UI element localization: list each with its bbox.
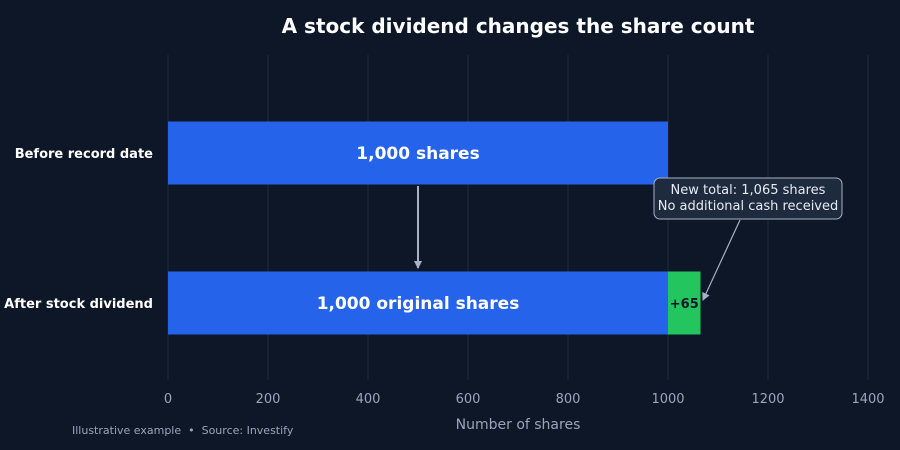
footnote: Illustrative example • Source: Investify <box>72 424 294 437</box>
x-tick-label: 1000 <box>651 392 684 407</box>
bar-data-label: +65 <box>670 297 699 312</box>
bar-data-label: 1,000 shares <box>356 144 479 164</box>
x-tick-label: 1400 <box>851 392 884 407</box>
x-tick-label: 400 <box>356 392 381 407</box>
x-tick-label: 0 <box>164 392 172 407</box>
bar-original-shares <box>168 271 668 335</box>
annotation-line-1: New total: 1,065 shares <box>671 183 826 198</box>
annotation-line-2: No additional cash received <box>658 199 839 214</box>
bars: 1,000 shares 1,000 original shares +65 <box>168 121 701 335</box>
x-tick-label: 1200 <box>751 392 784 407</box>
bar-original-shares <box>168 121 668 185</box>
category-label: Before record date <box>15 147 153 162</box>
x-axis-ticks: 0 200 400 600 800 1000 1200 1400 <box>164 392 885 407</box>
bar-data-label: 1,000 original shares <box>317 294 520 314</box>
category-label: After stock dividend <box>4 297 153 312</box>
annotation-pointer <box>702 219 741 301</box>
category-labels: Before record date After stock dividend <box>4 147 153 312</box>
chart-title: A stock dividend changes the share count <box>282 14 755 38</box>
x-tick-label: 200 <box>256 392 281 407</box>
x-axis-label: Number of shares <box>456 417 581 433</box>
bar-dividend-shares <box>668 271 701 335</box>
annotation-callout: New total: 1,065 shares No additional ca… <box>653 177 843 301</box>
x-tick-label: 800 <box>556 392 581 407</box>
x-tick-label: 600 <box>456 392 481 407</box>
annotation-box <box>653 177 843 220</box>
